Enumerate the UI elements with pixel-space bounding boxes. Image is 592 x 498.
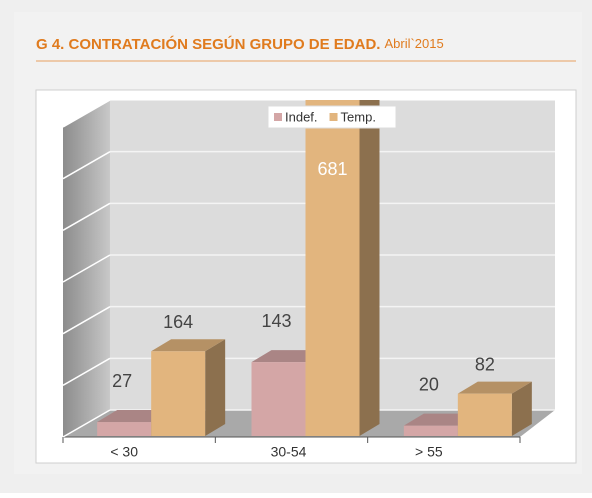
x-tick-label: < 30 xyxy=(110,444,138,460)
bar xyxy=(97,422,152,436)
bar-side xyxy=(511,381,532,436)
data-label: 20 xyxy=(419,374,439,394)
grid-line xyxy=(62,202,111,231)
chart-title: G 4. CONTRATACIÓN SEGÚN GRUPO DE EDAD. Ab… xyxy=(36,35,444,53)
x-tick-label: 30-54 xyxy=(271,444,307,460)
grid-line xyxy=(62,306,111,335)
grid-line xyxy=(62,254,111,283)
data-label: 82 xyxy=(475,354,495,374)
legend-label: Indef. xyxy=(285,109,318,124)
bar-top xyxy=(151,339,226,352)
legend-label: Temp. xyxy=(341,109,376,124)
bar xyxy=(151,351,206,436)
bar xyxy=(251,362,306,436)
legend-swatch xyxy=(329,113,338,121)
grid-line xyxy=(62,357,111,386)
legend-swatch xyxy=(274,113,282,121)
data-label: 164 xyxy=(163,312,193,332)
bar-side xyxy=(205,339,226,436)
bar xyxy=(403,425,458,436)
bar xyxy=(305,100,360,437)
bar-top xyxy=(457,381,532,394)
data-label: 681 xyxy=(317,159,347,179)
grid-line xyxy=(62,151,111,180)
x-tick-label: > 55 xyxy=(415,444,443,460)
grid-line xyxy=(62,100,111,128)
data-label: 143 xyxy=(261,311,291,331)
grid-line xyxy=(62,409,111,438)
bar xyxy=(457,393,512,436)
bar-side xyxy=(359,100,380,436)
data-label: 27 xyxy=(112,371,132,391)
